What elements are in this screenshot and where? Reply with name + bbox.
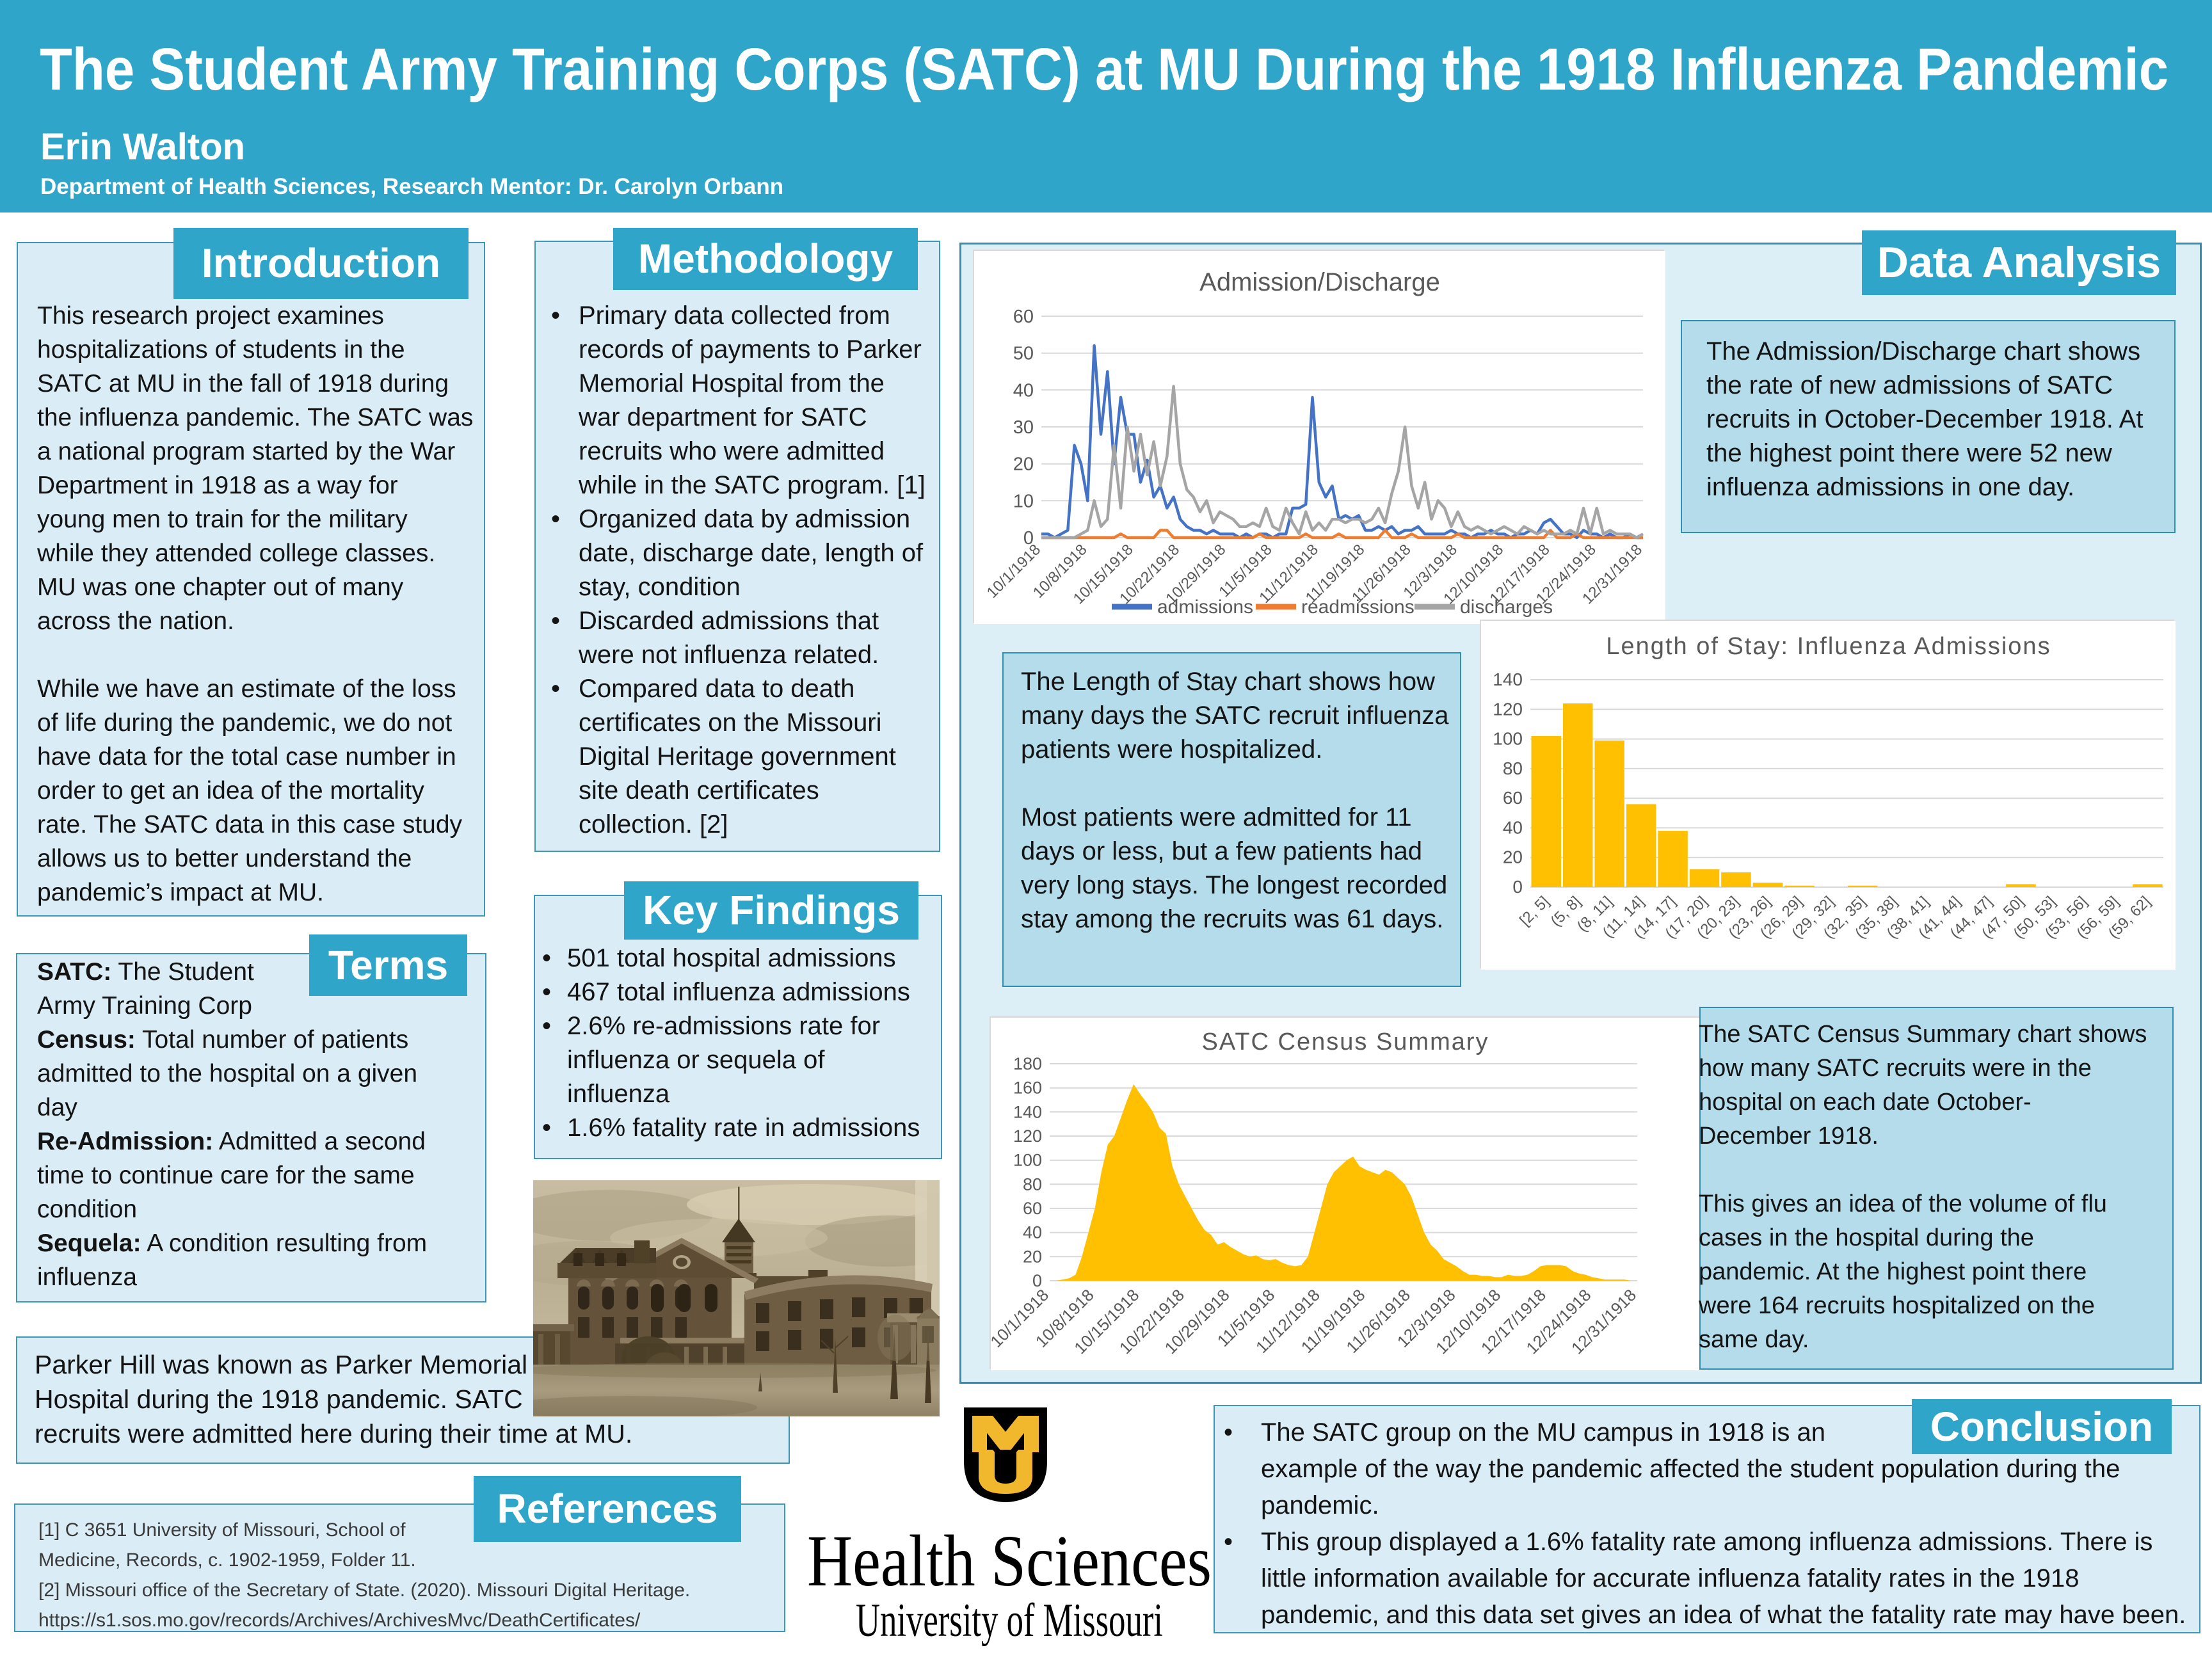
svg-text:60: 60 <box>1503 788 1523 808</box>
svg-text:100: 100 <box>1493 729 1523 749</box>
svg-text:180: 180 <box>1013 1054 1042 1073</box>
svg-text:admissions: admissions <box>1157 597 1253 618</box>
svg-text:[2, 5]: [2, 5] <box>1516 893 1553 929</box>
svg-text:SATC Census Summary: SATC Census Summary <box>1201 1029 1489 1055</box>
svg-text:0: 0 <box>1032 1271 1042 1290</box>
svg-text:50: 50 <box>1013 344 1034 364</box>
svg-text:60: 60 <box>1013 307 1034 327</box>
svg-text:discharges: discharges <box>1460 597 1553 618</box>
svg-text:20: 20 <box>1013 454 1034 475</box>
svg-text:University of Missouri: University of Missouri <box>856 1595 1163 1647</box>
svg-text:20: 20 <box>1503 847 1523 867</box>
svg-text:20: 20 <box>1023 1247 1042 1266</box>
svg-text:readmissions: readmissions <box>1301 597 1415 618</box>
svg-text:40: 40 <box>1013 380 1034 401</box>
svg-text:The Student Army Training Corp: The Student Army Training Corps (SATC) a… <box>40 36 2168 102</box>
svg-text:10: 10 <box>1013 491 1034 511</box>
svg-text:120: 120 <box>1493 699 1523 719</box>
svg-text:40: 40 <box>1503 817 1523 837</box>
svg-text:60: 60 <box>1023 1199 1042 1218</box>
svg-text:100: 100 <box>1013 1151 1042 1170</box>
svg-text:Length of Stay: Influenza Admi: Length of Stay: Influenza Admissions <box>1606 633 2051 660</box>
svg-text:40: 40 <box>1023 1223 1042 1242</box>
svg-text:Health Sciences: Health Sciences <box>807 1522 1212 1601</box>
svg-text:140: 140 <box>1493 669 1523 689</box>
svg-text:80: 80 <box>1023 1174 1042 1194</box>
svg-text:160: 160 <box>1013 1078 1042 1098</box>
svg-text:80: 80 <box>1503 758 1523 778</box>
svg-text:120: 120 <box>1013 1126 1042 1146</box>
svg-text:30: 30 <box>1013 417 1034 438</box>
svg-text:Admission/Discharge: Admission/Discharge <box>1199 268 1440 296</box>
svg-text:0: 0 <box>1512 877 1523 897</box>
svg-text:140: 140 <box>1013 1102 1042 1121</box>
svg-text:0: 0 <box>1023 528 1034 549</box>
